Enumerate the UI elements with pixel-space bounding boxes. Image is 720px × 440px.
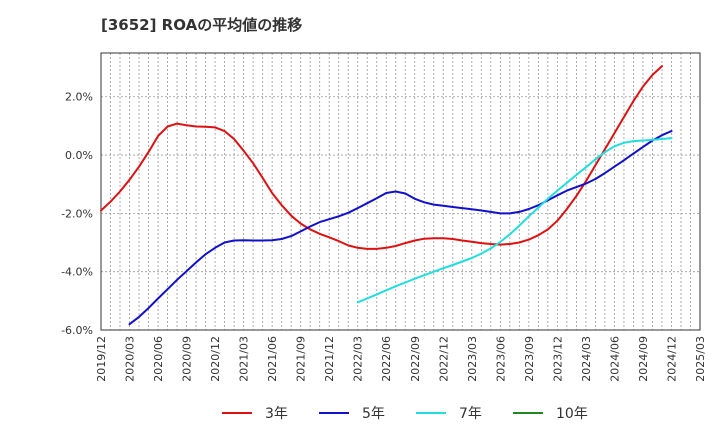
x-tick-label: 2021/09	[295, 336, 308, 382]
legend-label: 5年	[362, 406, 385, 422]
x-axis-tick-labels: 2019/12 2020/03 2020/06 2020/09 2020/12 2021/…	[95, 336, 707, 382]
x-tick-label: 2021/12	[323, 336, 336, 382]
x-tick-label: 2022/06	[380, 336, 393, 382]
x-tick-label: 2023/03	[466, 336, 479, 382]
x-tick-label: 2022/12	[437, 336, 450, 382]
legend-label: 7年	[459, 406, 482, 422]
x-tick-label: 2022/03	[352, 336, 365, 382]
y-tick-label: 0.0%	[65, 149, 93, 162]
x-tick-label: 2021/06	[266, 336, 279, 382]
x-tick-label: 2024/09	[637, 336, 650, 382]
x-tick-label: 2020/12	[209, 336, 222, 382]
series-line-2	[356, 137, 673, 304]
y-tick-label: -4.0%	[61, 266, 93, 279]
legend-label: 3年	[265, 406, 288, 422]
x-tick-label: 2023/09	[523, 336, 536, 382]
series-lines	[100, 65, 673, 326]
legend-label: 10年	[556, 406, 588, 422]
x-tick-label: 2025/03	[694, 336, 707, 382]
x-tick-label: 2024/03	[580, 336, 593, 382]
plot-area-frame	[100, 52, 701, 331]
x-tick-label: 2020/03	[124, 336, 137, 382]
y-tick-label: 2.0%	[65, 91, 93, 104]
x-tick-label: 2024/12	[665, 336, 678, 382]
x-tick-label: 2024/06	[608, 336, 621, 382]
y-axis-tick-labels: 2.0% 0.0% -2.0% -4.0% -6.0%	[61, 91, 93, 337]
x-tick-label: 2021/03	[238, 336, 251, 382]
legend: 3年 5年 7年 10年	[222, 406, 588, 422]
x-tick-label: 2020/09	[181, 336, 194, 382]
y-tick-label: -6.0%	[61, 324, 93, 337]
series-line-1	[128, 130, 673, 326]
x-tick-label: 2022/09	[409, 336, 422, 382]
x-tick-label: 2019/12	[95, 336, 108, 382]
series-line-0	[100, 65, 663, 250]
y-tick-label: -2.0%	[61, 207, 93, 220]
x-tick-label: 2023/06	[494, 336, 507, 382]
chart-title: [3652] ROAの平均値の推移	[101, 16, 303, 34]
x-tick-label: 2023/12	[551, 336, 564, 382]
x-tick-label: 2020/06	[152, 336, 165, 382]
